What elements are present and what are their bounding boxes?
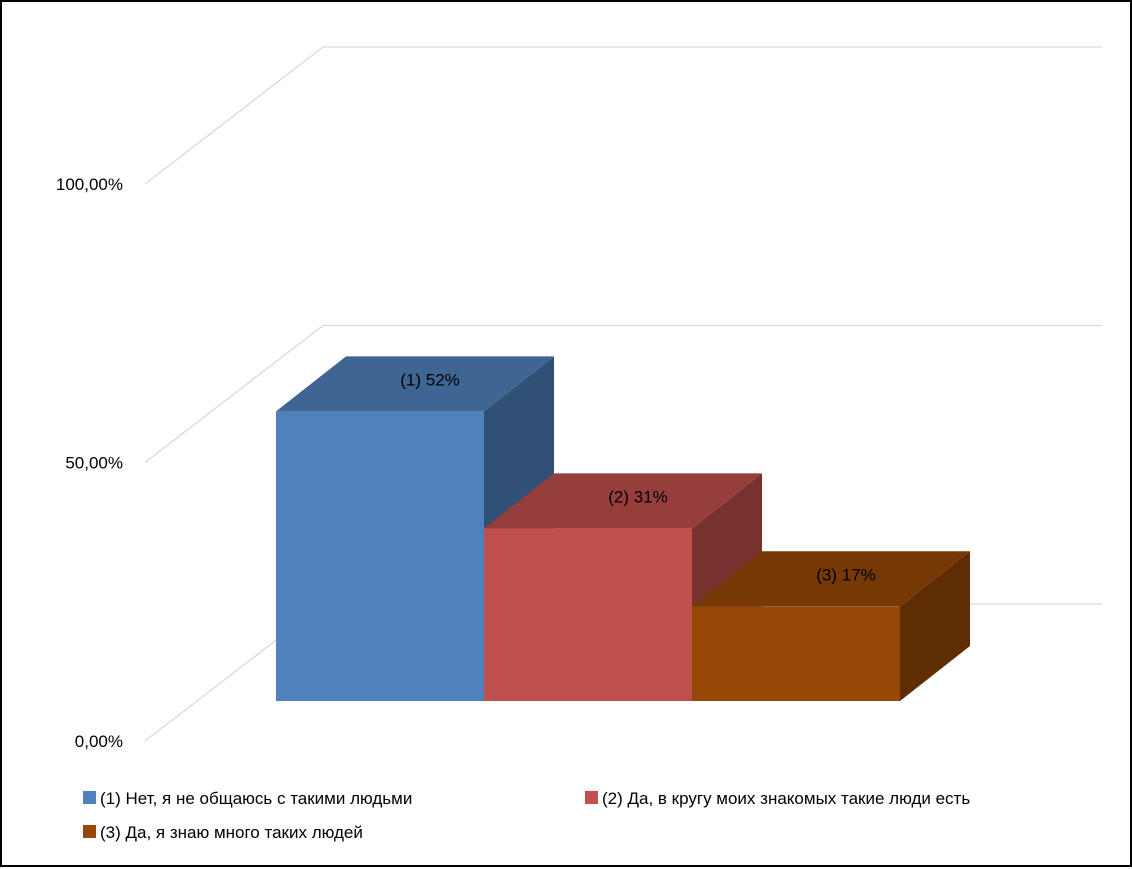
legend-label: (1) Нет, я не общаюсь с такими людьми [100, 789, 412, 808]
bar [484, 528, 692, 701]
legend-swatch [83, 791, 96, 804]
gridline-diagonal [144, 324, 324, 464]
data-label: (1) 52% [400, 370, 460, 389]
bar-top [276, 356, 554, 412]
bar-side [900, 551, 970, 701]
bar [692, 606, 900, 701]
bar [276, 411, 484, 701]
data-label: (3) 17% [816, 565, 876, 584]
legend-swatch [585, 791, 598, 804]
legend-label: (2) Да, в кругу моих знакомых такие люди… [602, 789, 970, 808]
y-tick-label: 100,00% [56, 175, 123, 194]
y-tick-label: 0,00% [75, 732, 123, 751]
legend-swatch [83, 825, 96, 838]
gridline-diagonal [144, 46, 324, 185]
bar-top [692, 551, 970, 607]
legend-label: (3) Да, я знаю много таких людей [100, 823, 363, 842]
bar-top [484, 473, 762, 529]
y-tick-label: 50,00% [65, 454, 123, 473]
data-label: (2) 31% [608, 487, 668, 506]
